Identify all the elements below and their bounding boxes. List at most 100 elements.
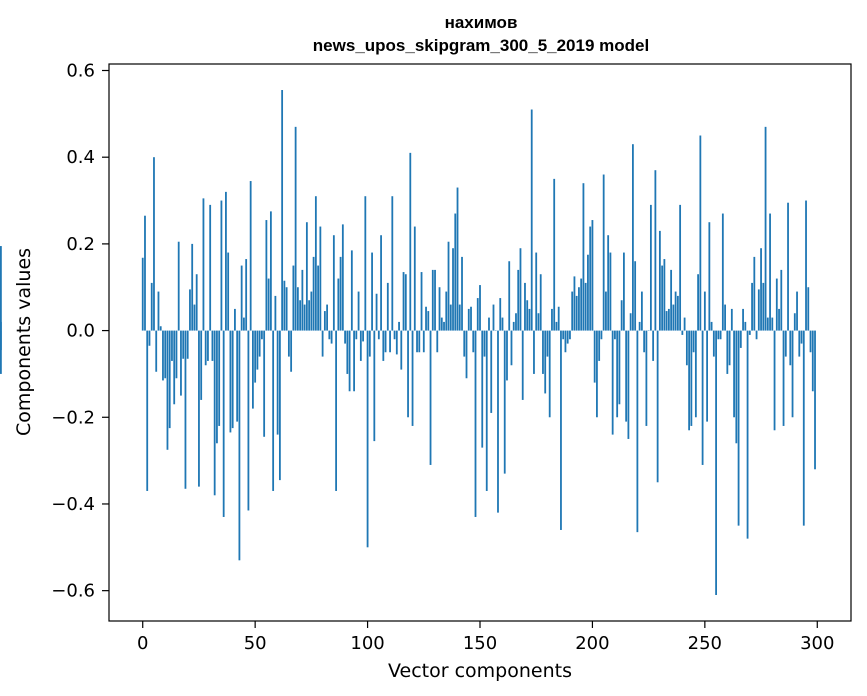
bar: [353, 330, 355, 392]
bar: [344, 330, 346, 344]
bar: [301, 269, 304, 331]
bar: [211, 330, 214, 361]
bar: [618, 330, 621, 405]
bar: [751, 282, 753, 331]
bar: [443, 321, 445, 331]
bar: [180, 330, 182, 396]
bar: [636, 330, 639, 533]
bar: [744, 321, 747, 331]
bar: [683, 317, 686, 331]
bar: [452, 248, 454, 331]
bar: [654, 170, 657, 331]
bar: [762, 282, 765, 331]
bar: [382, 330, 385, 361]
bar: [809, 330, 812, 353]
bar: [337, 278, 340, 331]
bar: [679, 204, 682, 331]
bar: [737, 330, 740, 526]
bar: [499, 298, 502, 331]
bar: [699, 135, 702, 331]
bar: [182, 330, 185, 359]
bar: [168, 330, 171, 429]
bar: [384, 330, 387, 353]
bar: [508, 261, 511, 331]
bar: [355, 330, 358, 340]
bar: [364, 196, 367, 331]
bar: [782, 330, 785, 426]
bar: [144, 215, 146, 331]
bar: [195, 274, 198, 331]
bar: [551, 308, 553, 331]
bar: [481, 330, 484, 448]
bar: [476, 298, 479, 331]
bar: [757, 289, 760, 331]
bar: [627, 330, 630, 439]
bar: [150, 282, 153, 331]
bar: [458, 304, 461, 331]
bar: [605, 291, 607, 331]
bar: [690, 330, 693, 426]
bar: [611, 330, 614, 435]
bar: [773, 330, 776, 431]
bar: [398, 321, 400, 331]
bar: [312, 256, 315, 331]
bar: [724, 304, 726, 331]
bar: [465, 330, 468, 379]
bar: [715, 330, 717, 595]
bar: [560, 330, 562, 530]
bar: [753, 256, 756, 331]
bar: [470, 306, 472, 331]
bar: [332, 235, 335, 331]
bar: [155, 330, 158, 372]
bar: [162, 330, 164, 381]
bar: [663, 259, 666, 331]
bar: [278, 330, 281, 481]
bar: [0, 330, 2, 374]
y-tick-label: −0.2: [51, 407, 95, 428]
bar: [184, 330, 187, 489]
bar: [362, 330, 364, 342]
bar: [593, 330, 596, 383]
bar: [771, 317, 774, 331]
bar: [667, 308, 670, 331]
bar: [535, 252, 538, 331]
bar: [429, 330, 432, 465]
y-axis-label: Components values: [13, 248, 35, 436]
bar: [555, 321, 558, 331]
bar: [764, 126, 767, 331]
bar: [454, 213, 457, 331]
bar: [796, 291, 798, 331]
bar: [784, 330, 787, 357]
bar: [638, 321, 641, 331]
bar: [755, 330, 758, 340]
bar: [748, 330, 751, 335]
bar: [701, 330, 704, 465]
x-tick-label: 300: [800, 633, 834, 654]
bar: [591, 220, 594, 331]
bar: [557, 306, 560, 331]
bar: [274, 295, 277, 331]
bar: [159, 326, 162, 331]
bar: [789, 330, 792, 366]
bar: [614, 330, 616, 340]
bar: [157, 291, 160, 331]
bar: [497, 330, 499, 513]
bar: [240, 265, 243, 331]
bar: [445, 291, 448, 331]
bar: [427, 311, 430, 331]
x-axis-label: Vector components: [388, 660, 572, 682]
bar: [290, 330, 293, 372]
bar: [350, 250, 353, 331]
bar: [632, 144, 634, 331]
bar: [171, 330, 173, 361]
bar: [548, 330, 551, 418]
bar: [589, 226, 592, 331]
bar: [296, 287, 299, 331]
bar: [341, 224, 344, 331]
bar: [685, 330, 688, 366]
bar: [710, 321, 713, 331]
bar: [252, 330, 254, 409]
bar: [261, 330, 263, 340]
bar: [359, 330, 362, 361]
